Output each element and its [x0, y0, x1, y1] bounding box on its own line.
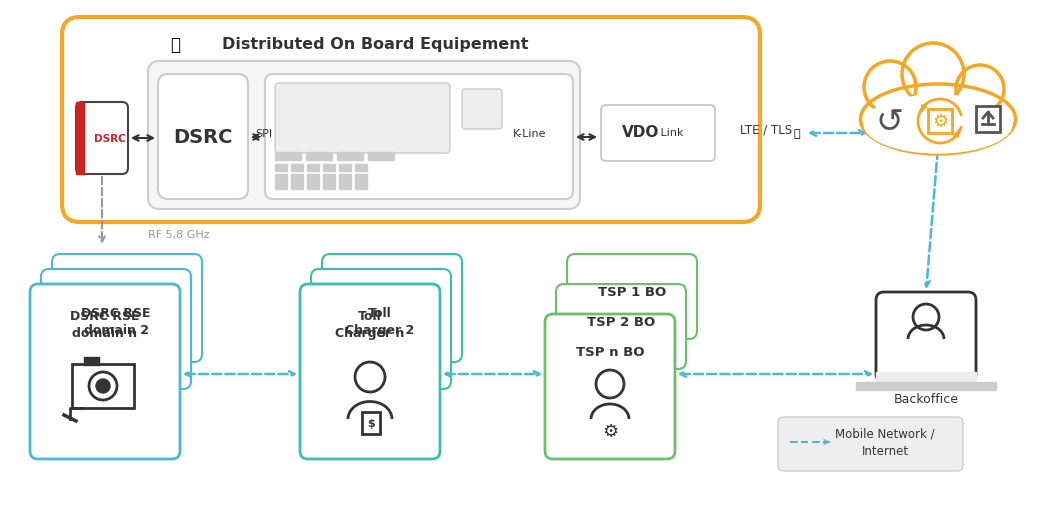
Bar: [355, 175, 367, 182]
Text: ⚙: ⚙: [602, 422, 618, 440]
FancyBboxPatch shape: [158, 75, 248, 200]
Text: $: $: [367, 418, 374, 428]
FancyBboxPatch shape: [322, 254, 462, 362]
Text: ⚙: ⚙: [932, 113, 948, 131]
Text: DSRC RSE
domain n: DSRC RSE domain n: [71, 309, 139, 340]
Ellipse shape: [860, 85, 1015, 155]
FancyBboxPatch shape: [556, 285, 686, 369]
Bar: [275, 153, 301, 161]
Bar: [976, 107, 1000, 133]
Bar: [275, 183, 287, 190]
Text: Link: Link: [657, 128, 683, 138]
Bar: [339, 165, 352, 172]
Text: ↺: ↺: [876, 105, 904, 138]
Text: DSRC: DSRC: [174, 128, 233, 147]
Bar: [323, 165, 335, 172]
FancyBboxPatch shape: [76, 103, 128, 175]
FancyBboxPatch shape: [62, 18, 760, 222]
Text: Distributed On Board Equipement: Distributed On Board Equipement: [222, 38, 528, 52]
Ellipse shape: [864, 62, 916, 114]
FancyBboxPatch shape: [876, 293, 976, 382]
FancyBboxPatch shape: [52, 254, 202, 362]
Text: LTE / TLS: LTE / TLS: [740, 123, 792, 136]
Text: Toll
Charger n: Toll Charger n: [335, 309, 405, 340]
Text: SPI: SPI: [256, 129, 272, 139]
Text: TSP n BO: TSP n BO: [576, 346, 644, 359]
FancyBboxPatch shape: [41, 269, 191, 389]
FancyBboxPatch shape: [300, 285, 440, 459]
Bar: [291, 183, 303, 190]
Bar: [339, 183, 352, 190]
Bar: [307, 175, 319, 182]
Bar: [355, 165, 367, 172]
Bar: [84, 357, 99, 365]
Text: DSRC: DSRC: [95, 134, 126, 144]
Text: Mobile Network /
Internet: Mobile Network / Internet: [835, 427, 935, 457]
Text: TSP 2 BO: TSP 2 BO: [587, 316, 655, 329]
Bar: [306, 153, 332, 161]
Ellipse shape: [902, 44, 964, 106]
Text: 🔒: 🔒: [794, 129, 801, 139]
Bar: [323, 175, 335, 182]
Bar: [928, 110, 952, 134]
Bar: [72, 364, 134, 408]
Bar: [323, 183, 335, 190]
FancyBboxPatch shape: [275, 84, 450, 154]
Text: K-Line: K-Line: [514, 129, 547, 139]
Bar: [275, 175, 287, 182]
Text: Toll
Charger 1: Toll Charger 1: [357, 286, 425, 316]
FancyBboxPatch shape: [778, 417, 963, 471]
FancyBboxPatch shape: [265, 75, 573, 200]
FancyBboxPatch shape: [30, 285, 180, 459]
Text: VDO: VDO: [622, 125, 659, 140]
Bar: [876, 372, 976, 382]
Text: Toll
Charger 2: Toll Charger 2: [345, 306, 415, 336]
Ellipse shape: [956, 66, 1004, 114]
Text: DSRC RSE
domain 2: DSRC RSE domain 2: [81, 306, 151, 336]
FancyBboxPatch shape: [601, 106, 716, 162]
Text: DSRC RSE
domain 1: DSRC RSE domain 1: [93, 286, 162, 316]
Bar: [291, 175, 303, 182]
Text: TSP 1 BO: TSP 1 BO: [598, 286, 667, 299]
FancyBboxPatch shape: [462, 90, 502, 130]
FancyBboxPatch shape: [311, 269, 451, 389]
Bar: [307, 183, 319, 190]
Bar: [362, 412, 380, 434]
Bar: [291, 165, 303, 172]
Text: RF 5,8 GHz: RF 5,8 GHz: [148, 230, 210, 240]
Bar: [307, 165, 319, 172]
Bar: [856, 382, 996, 390]
Circle shape: [96, 379, 110, 393]
Ellipse shape: [864, 96, 1012, 154]
FancyBboxPatch shape: [567, 254, 697, 340]
Bar: [355, 183, 367, 190]
Bar: [337, 153, 363, 161]
Bar: [76, 103, 84, 175]
Text: 🚚: 🚚: [170, 36, 180, 54]
Bar: [72, 364, 134, 408]
FancyBboxPatch shape: [148, 62, 580, 210]
FancyBboxPatch shape: [545, 315, 675, 459]
Bar: [368, 153, 394, 161]
Text: Backoffice: Backoffice: [893, 393, 959, 406]
Bar: [339, 175, 352, 182]
Bar: [275, 165, 287, 172]
